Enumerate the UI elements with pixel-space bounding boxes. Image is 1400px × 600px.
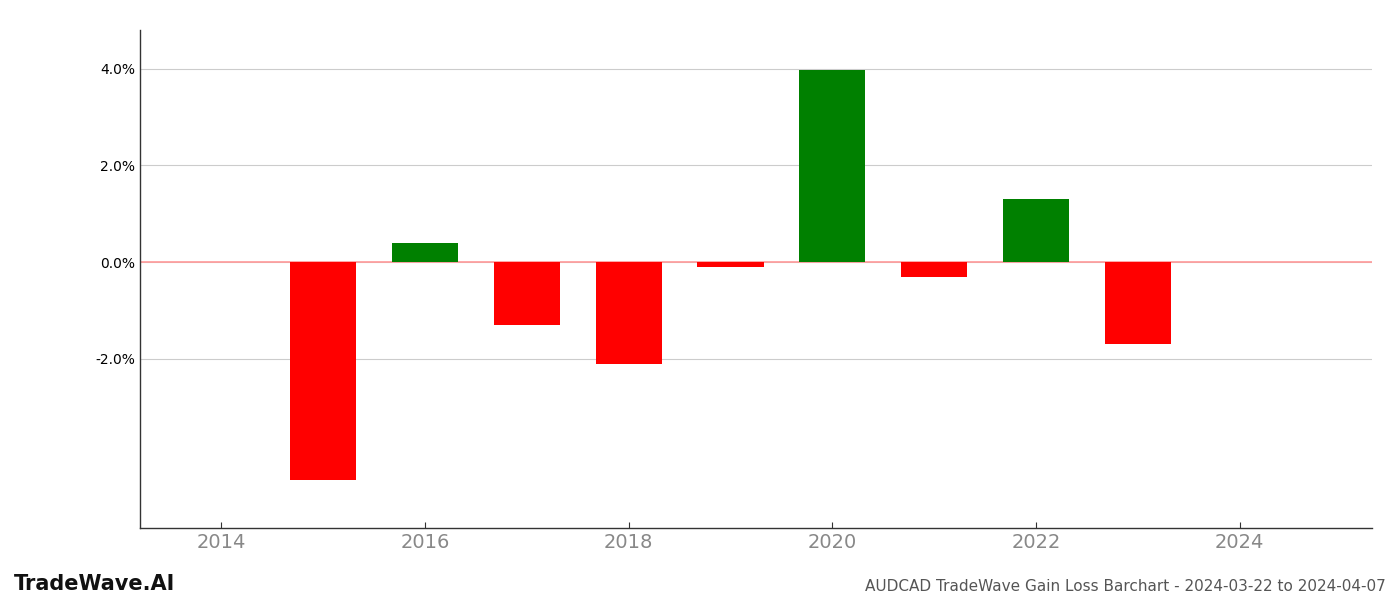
Bar	[392, 243, 458, 262]
Bar	[902, 262, 967, 277]
Bar	[290, 262, 357, 479]
Bar	[1002, 199, 1070, 262]
Bar	[1105, 262, 1170, 344]
Text: AUDCAD TradeWave Gain Loss Barchart - 2024-03-22 to 2024-04-07: AUDCAD TradeWave Gain Loss Barchart - 20…	[865, 579, 1386, 594]
Bar	[799, 70, 865, 262]
Text: TradeWave.AI: TradeWave.AI	[14, 574, 175, 594]
Bar	[494, 262, 560, 325]
Bar	[595, 262, 662, 364]
Bar	[697, 262, 763, 267]
